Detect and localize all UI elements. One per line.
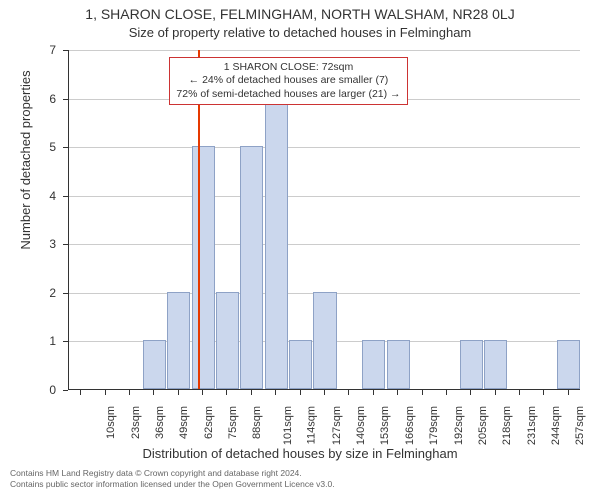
xtick-mark: [373, 390, 374, 395]
gridline: [69, 147, 580, 148]
xtick-label: 244sqm: [550, 406, 562, 445]
xtick-label: 192sqm: [453, 406, 465, 445]
ytick-mark: [63, 99, 68, 100]
xtick-label: 62sqm: [203, 406, 215, 439]
xtick-mark: [226, 390, 227, 395]
xtick-label: 257sqm: [575, 406, 587, 445]
chart-title: 1, SHARON CLOSE, FELMINGHAM, NORTH WALSH…: [0, 6, 600, 22]
xtick-label: 218sqm: [501, 406, 513, 445]
xtick-label: 36sqm: [154, 406, 166, 439]
bar: [240, 146, 263, 389]
bar: [143, 340, 166, 389]
xtick-mark: [300, 390, 301, 395]
xtick-mark: [275, 390, 276, 395]
xtick-mark: [105, 390, 106, 395]
xtick-label: 153sqm: [380, 406, 392, 445]
footer-line2: Contains public sector information licen…: [10, 479, 335, 489]
ytick-mark: [63, 50, 68, 51]
annotation-box: 1 SHARON CLOSE: 72sqm← 24% of detached h…: [169, 57, 407, 104]
footer-attribution: Contains HM Land Registry data © Crown c…: [10, 468, 335, 489]
bar: [313, 292, 336, 389]
ytick-mark: [63, 244, 68, 245]
bar: [216, 292, 239, 389]
ytick-mark: [63, 341, 68, 342]
x-axis-label: Distribution of detached houses by size …: [0, 446, 600, 461]
xtick-label: 10sqm: [105, 406, 117, 439]
ytick-label: 6: [0, 92, 56, 106]
xtick-mark: [202, 390, 203, 395]
xtick-mark: [397, 390, 398, 395]
xtick-mark: [178, 390, 179, 395]
gridline: [69, 50, 580, 51]
xtick-mark: [519, 390, 520, 395]
bar: [484, 340, 507, 389]
bar: [289, 340, 312, 389]
bar: [387, 340, 410, 389]
xtick-mark: [80, 390, 81, 395]
bar: [460, 340, 483, 389]
xtick-mark: [251, 390, 252, 395]
footer-line1: Contains HM Land Registry data © Crown c…: [10, 468, 302, 478]
xtick-label: 205sqm: [477, 406, 489, 445]
ytick-mark: [63, 147, 68, 148]
xtick-mark: [129, 390, 130, 395]
xtick-label: 114sqm: [306, 406, 318, 444]
xtick-label: 75sqm: [227, 406, 239, 439]
bar: [265, 98, 288, 389]
gridline: [69, 244, 580, 245]
xtick-label: 179sqm: [428, 406, 440, 445]
xtick-label: 140sqm: [355, 406, 367, 445]
xtick-mark: [568, 390, 569, 395]
plot-area: 1 SHARON CLOSE: 72sqm← 24% of detached h…: [68, 50, 580, 390]
ytick-label: 7: [0, 43, 56, 57]
xtick-mark: [495, 390, 496, 395]
xtick-label: 101sqm: [282, 406, 294, 445]
xtick-mark: [543, 390, 544, 395]
chart-subtitle: Size of property relative to detached ho…: [0, 25, 600, 40]
bar: [362, 340, 385, 389]
ytick-mark: [63, 196, 68, 197]
xtick-mark: [153, 390, 154, 395]
ytick-label: 3: [0, 237, 56, 251]
xtick-mark: [348, 390, 349, 395]
xtick-mark: [470, 390, 471, 395]
annotation-line3: 72% of semi-detached houses are larger (…: [176, 88, 400, 100]
ytick-label: 1: [0, 334, 56, 348]
gridline: [69, 196, 580, 197]
annotation-line2: ← 24% of detached houses are smaller (7): [189, 74, 389, 86]
xtick-label: 166sqm: [404, 406, 416, 445]
xtick-mark: [324, 390, 325, 395]
xtick-mark: [422, 390, 423, 395]
xtick-label: 231sqm: [526, 406, 538, 445]
ytick-mark: [63, 293, 68, 294]
bar: [192, 146, 215, 389]
ytick-label: 4: [0, 189, 56, 203]
xtick-label: 49sqm: [178, 406, 190, 439]
ytick-label: 2: [0, 286, 56, 300]
bar: [557, 340, 580, 389]
xtick-label: 88sqm: [252, 406, 264, 439]
xtick-label: 127sqm: [331, 406, 343, 445]
bar: [167, 292, 190, 389]
xtick-mark: [446, 390, 447, 395]
xtick-label: 23sqm: [130, 406, 142, 439]
ytick-label: 5: [0, 140, 56, 154]
ytick-mark: [63, 390, 68, 391]
annotation-line1: 1 SHARON CLOSE: 72sqm: [224, 61, 354, 73]
ytick-label: 0: [0, 383, 56, 397]
